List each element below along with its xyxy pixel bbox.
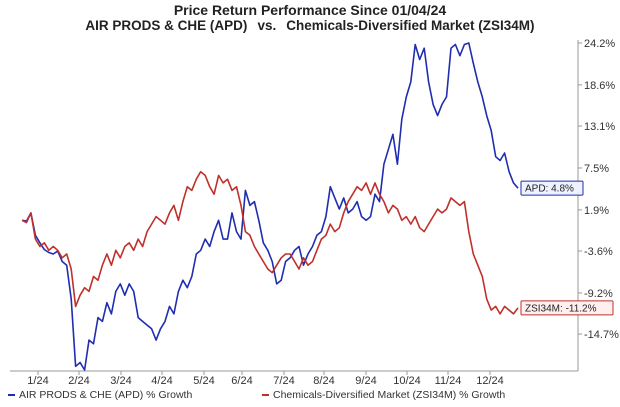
apd-end-label-text: APD: 4.8% [525, 184, 574, 195]
x-tick-label: 7/24 [273, 375, 294, 387]
x-tick-label: 12/24 [476, 375, 504, 387]
x-tick-label: 10/24 [393, 375, 421, 387]
y-tick-label: 24.2% [584, 38, 615, 50]
x-axis: 1/24 2/24 3/24 4/24 5/24 6/24 7/24 8/24 9/24 10/2… [27, 371, 504, 387]
x-tick-label: 2/24 [68, 375, 89, 387]
market-end-label: ZSI34M: -11.2% [520, 300, 614, 316]
x-tick-label: 8/24 [313, 375, 334, 387]
y-tick-label: 1.9% [584, 205, 609, 217]
subtitle-market: Chemicals-Diversified Market (ZSI34M) [286, 18, 535, 33]
x-tick-label: 4/24 [151, 375, 172, 387]
y-tick-label: -3.6% [584, 246, 613, 258]
apd-end-label: APD: 4.8% [520, 180, 584, 196]
y-tick-label: -14.7% [584, 329, 619, 341]
chart-subtitle: AIR PRODS & CHE (APD) vs. Chemicals-Divers… [0, 18, 620, 33]
plot-area [21, 42, 519, 371]
end-labels: APD: 4.8% ZSI34M: -11.2% [520, 180, 614, 316]
y-tick-label: -9.2% [584, 288, 613, 300]
apd-series-line [21, 42, 519, 371]
x-tick-label: 1/24 [27, 375, 48, 387]
market-end-label-text: ZSI34M: -11.2% [525, 303, 597, 314]
legend-label-market: Chemicals-Diversified Market (ZSI34M) % … [273, 389, 506, 401]
apd-end-label-box [520, 180, 584, 196]
x-tick-label: 5/24 [193, 375, 214, 387]
market-end-label-box [520, 300, 614, 316]
x-tick-label: 6/24 [231, 375, 252, 387]
subtitle-apd: AIR PRODS & CHE (APD) [85, 18, 248, 33]
legend-swatch-market [262, 394, 269, 397]
market-series-line [21, 170, 519, 315]
y-axis: 24.2% 18.6% 13.1% 7.5% 1.9% -3.6% -9.2% -14.7% [578, 38, 619, 341]
x-tick-label: 11/24 [435, 375, 462, 387]
y-tick-label: 7.5% [584, 163, 609, 175]
x-tick-label: 9/24 [355, 375, 376, 387]
chart-title: Price Return Performance Since 01/04/24 [173, 2, 447, 18]
subtitle-vs: vs. [257, 18, 277, 33]
y-tick-label: 13.1% [584, 121, 615, 133]
legend-swatch-apd [8, 394, 15, 397]
legend-item-market: Chemicals-Diversified Market (ZSI34M) % … [262, 389, 505, 401]
legend-item-apd: AIR PRODS & CHE (APD) % Growth [8, 389, 192, 401]
y-tick-label: 18.6% [584, 80, 615, 92]
legend-label-apd: AIR PRODS & CHE (APD) % Growth [19, 389, 193, 401]
x-tick-label: 3/24 [110, 375, 131, 387]
